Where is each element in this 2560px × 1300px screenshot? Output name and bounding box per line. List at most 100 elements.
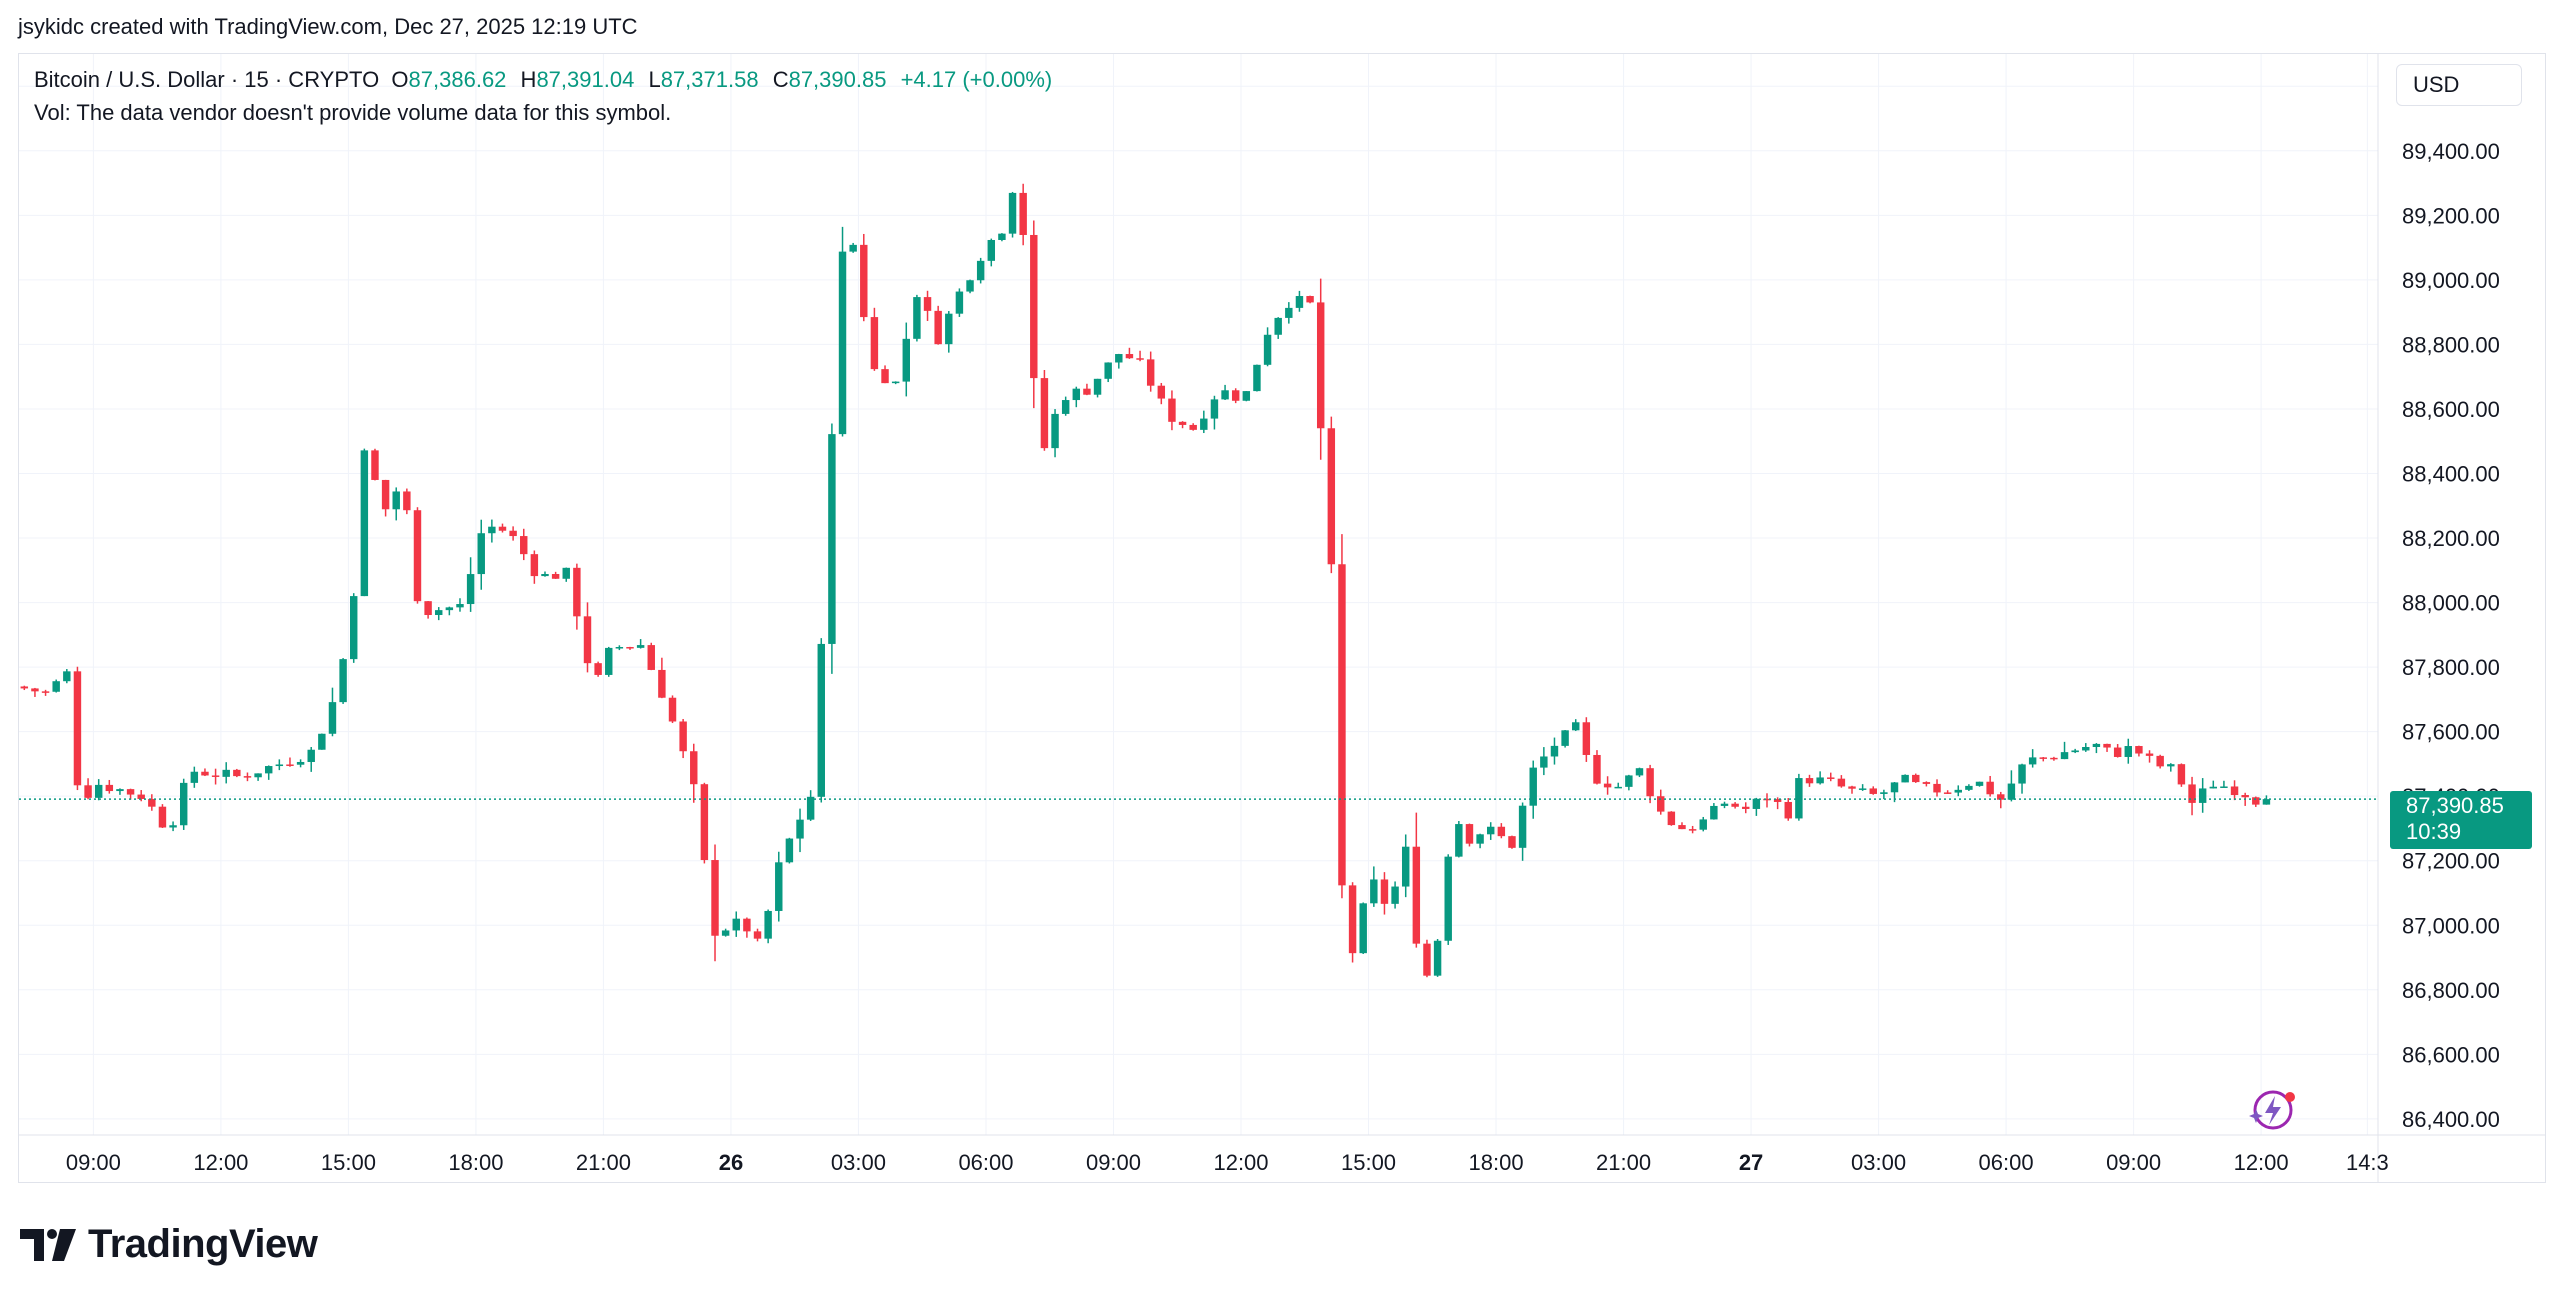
- candle[interactable]: [1157, 382, 1166, 405]
- candle[interactable]: [211, 768, 220, 785]
- candle[interactable]: [435, 607, 443, 621]
- candle[interactable]: [1285, 302, 1293, 324]
- candle[interactable]: [350, 593, 358, 663]
- candle[interactable]: [1933, 779, 1941, 797]
- candle[interactable]: [1901, 774, 1909, 783]
- candle[interactable]: [1986, 775, 1994, 797]
- candle[interactable]: [498, 523, 507, 533]
- candle[interactable]: [658, 657, 666, 699]
- currency-button[interactable]: USD: [2396, 64, 2522, 106]
- candle[interactable]: [1827, 772, 1835, 782]
- candle[interactable]: [1572, 719, 1580, 731]
- candle[interactable]: [73, 666, 82, 791]
- candle[interactable]: [1710, 803, 1718, 820]
- candle[interactable]: [679, 718, 687, 759]
- candle[interactable]: [1954, 785, 1962, 797]
- candle[interactable]: [445, 606, 454, 616]
- candle[interactable]: [1880, 789, 1888, 800]
- candle[interactable]: [2092, 743, 2101, 754]
- candle[interactable]: [1210, 395, 1219, 430]
- candle[interactable]: [1997, 791, 2005, 809]
- candle[interactable]: [1720, 801, 1729, 809]
- candle[interactable]: [1869, 786, 1877, 795]
- candle[interactable]: [1699, 816, 1707, 832]
- candle[interactable]: [264, 765, 273, 780]
- candle[interactable]: [1338, 534, 1346, 899]
- candle[interactable]: [63, 669, 71, 684]
- candle[interactable]: [392, 487, 400, 521]
- candle[interactable]: [1540, 747, 1548, 776]
- lightning-icon[interactable]: [2248, 1088, 2298, 1137]
- candle[interactable]: [2198, 778, 2207, 813]
- candle[interactable]: [1061, 396, 1070, 416]
- candle[interactable]: [1051, 409, 1059, 458]
- candle[interactable]: [328, 687, 337, 737]
- candle[interactable]: [1593, 750, 1601, 785]
- candle[interactable]: [1401, 834, 1410, 898]
- candle[interactable]: [615, 645, 624, 651]
- candle[interactable]: [1795, 773, 1803, 821]
- candle[interactable]: [2220, 780, 2228, 788]
- candle[interactable]: [403, 488, 411, 515]
- candle[interactable]: [243, 772, 252, 782]
- candle[interactable]: [2103, 743, 2111, 752]
- candle[interactable]: [1805, 774, 1814, 787]
- candle[interactable]: [1146, 351, 1155, 392]
- candle[interactable]: [2113, 744, 2122, 758]
- candle[interactable]: [137, 790, 145, 802]
- candle[interactable]: [105, 779, 114, 794]
- candle[interactable]: [1667, 811, 1676, 826]
- candle[interactable]: [169, 821, 177, 832]
- candle[interactable]: [626, 646, 634, 650]
- candle[interactable]: [2082, 743, 2090, 752]
- candle[interactable]: [1518, 802, 1527, 861]
- candle[interactable]: [1433, 939, 1442, 977]
- candle[interactable]: [530, 550, 539, 584]
- candle[interactable]: [1678, 822, 1686, 830]
- candle[interactable]: [860, 233, 868, 322]
- candle[interactable]: [488, 519, 496, 543]
- candle[interactable]: [913, 294, 921, 342]
- candle[interactable]: [1848, 785, 1856, 794]
- candle[interactable]: [551, 571, 560, 579]
- candle[interactable]: [1858, 784, 1867, 791]
- candle[interactable]: [923, 290, 932, 321]
- candle[interactable]: [2018, 763, 2026, 794]
- candle[interactable]: [1200, 410, 1208, 434]
- candle[interactable]: [1943, 790, 1952, 794]
- candle[interactable]: [838, 226, 847, 437]
- candle[interactable]: [1625, 774, 1633, 791]
- candle[interactable]: [1837, 775, 1846, 788]
- candle[interactable]: [721, 928, 730, 937]
- candle[interactable]: [1423, 939, 1431, 978]
- candle[interactable]: [1476, 833, 1484, 849]
- candle[interactable]: [1231, 388, 1240, 404]
- candle[interactable]: [148, 794, 156, 811]
- candle[interactable]: [2124, 738, 2133, 764]
- candle[interactable]: [1253, 364, 1261, 392]
- candle[interactable]: [275, 759, 284, 771]
- candle[interactable]: [1550, 737, 1559, 765]
- candle[interactable]: [1688, 825, 1697, 834]
- candle[interactable]: [1019, 183, 1027, 246]
- candle[interactable]: [1635, 767, 1644, 778]
- candle[interactable]: [1242, 391, 1251, 402]
- candle[interactable]: [1763, 793, 1771, 808]
- candle[interactable]: [233, 768, 241, 778]
- candle[interactable]: [1125, 347, 1134, 359]
- candle[interactable]: [2177, 763, 2186, 787]
- candle[interactable]: [2007, 770, 2016, 802]
- candle[interactable]: [318, 733, 326, 750]
- candle[interactable]: [1380, 872, 1389, 915]
- candle[interactable]: [668, 695, 677, 724]
- candle[interactable]: [1455, 820, 1463, 858]
- candle[interactable]: [562, 567, 570, 582]
- candle[interactable]: [1444, 854, 1452, 945]
- candle[interactable]: [31, 687, 39, 697]
- candle[interactable]: [1093, 378, 1102, 398]
- candle[interactable]: [2188, 776, 2196, 816]
- candle[interactable]: [126, 788, 135, 800]
- candle[interactable]: [2071, 748, 2079, 754]
- candle[interactable]: [1030, 220, 1038, 409]
- candle[interactable]: [1965, 784, 1973, 792]
